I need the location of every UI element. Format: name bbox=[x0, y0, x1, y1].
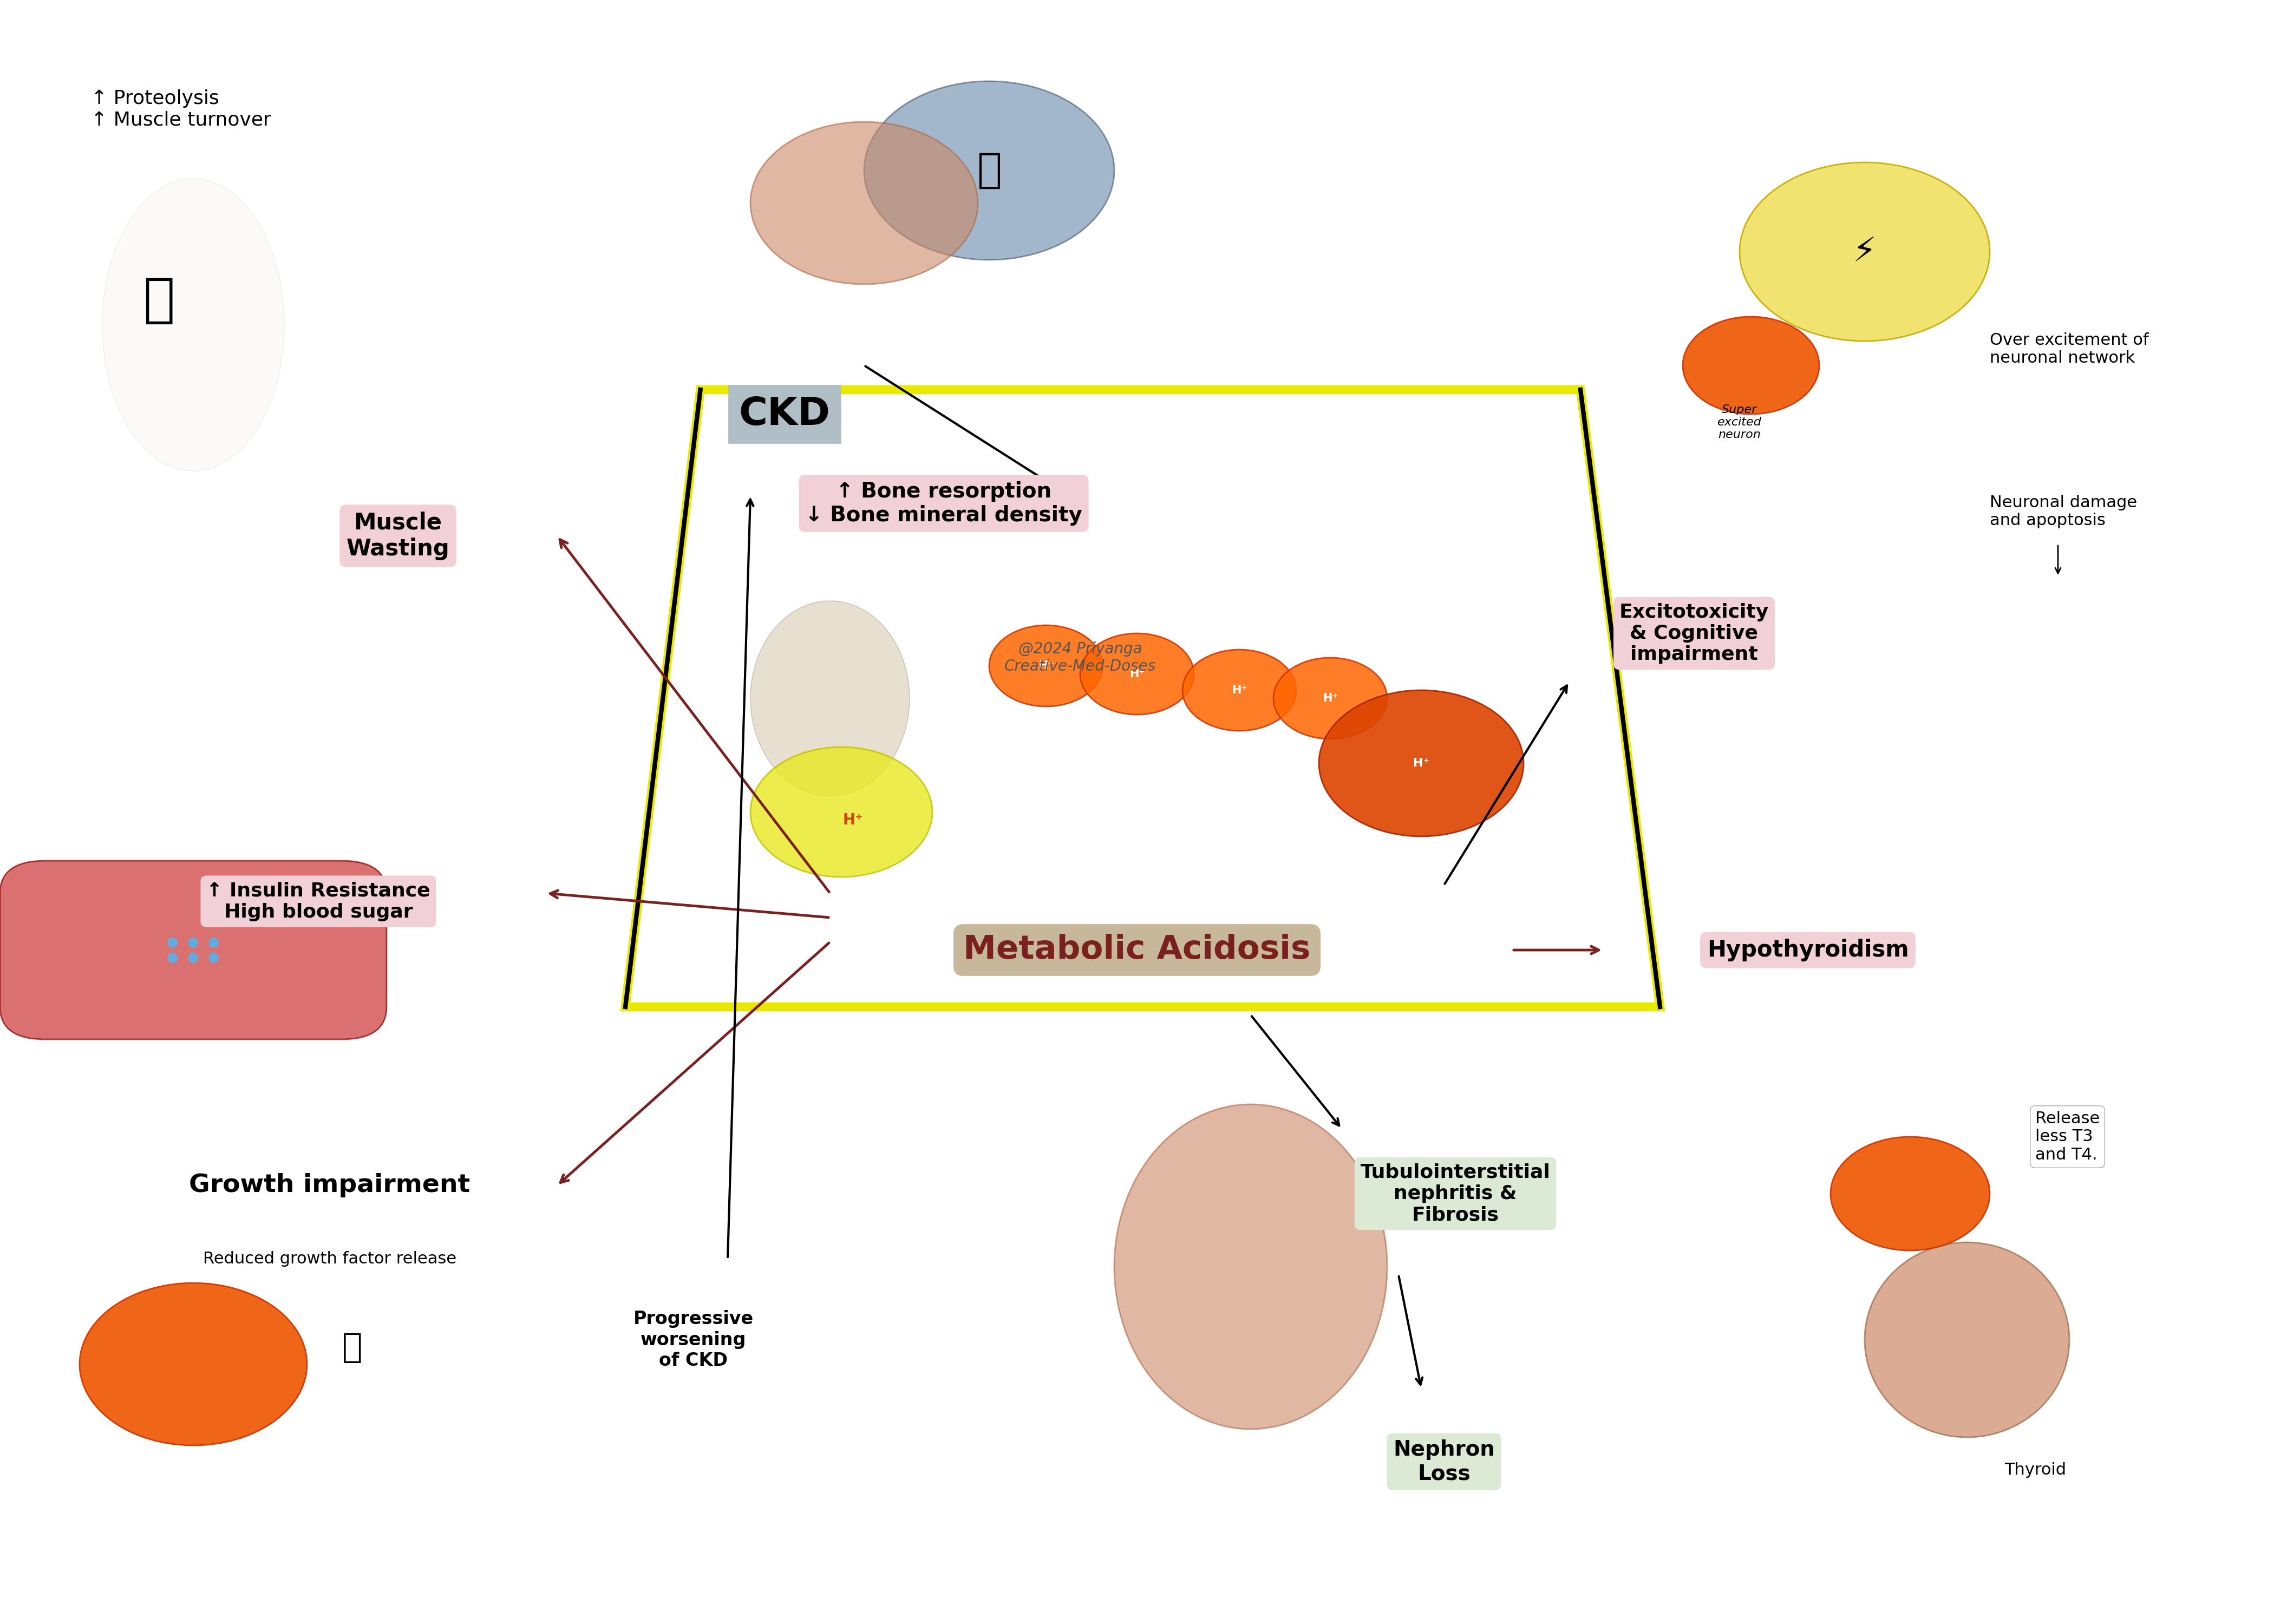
Text: ⚡: ⚡ bbox=[1853, 235, 1876, 268]
Text: ●  ●  ●
●  ●  ●: ● ● ● ● ● ● bbox=[166, 935, 221, 965]
Text: Release
less T3
and T4.: Release less T3 and T4. bbox=[2035, 1111, 2099, 1163]
Circle shape bbox=[989, 625, 1103, 706]
Circle shape bbox=[1740, 162, 1990, 341]
FancyBboxPatch shape bbox=[0, 861, 387, 1039]
Text: Thyroid: Thyroid bbox=[2003, 1462, 2067, 1478]
Circle shape bbox=[1319, 690, 1524, 836]
Text: 🧒: 🧒 bbox=[343, 1332, 362, 1364]
Text: Over excitement of
neuronal network: Over excitement of neuronal network bbox=[1990, 333, 2149, 365]
Ellipse shape bbox=[1865, 1242, 2069, 1437]
Text: Muscle
Wasting: Muscle Wasting bbox=[346, 512, 450, 560]
Text: H⁺: H⁺ bbox=[1412, 758, 1430, 768]
Ellipse shape bbox=[1114, 1104, 1387, 1429]
Text: CKD: CKD bbox=[739, 396, 830, 434]
Circle shape bbox=[1831, 1137, 1990, 1250]
Text: H⁺: H⁺ bbox=[1323, 693, 1337, 703]
Text: Tubulointerstitial
nephritis &
Fibrosis: Tubulointerstitial nephritis & Fibrosis bbox=[1360, 1163, 1551, 1224]
Text: H⁺: H⁺ bbox=[844, 812, 862, 828]
Circle shape bbox=[1182, 650, 1296, 731]
Circle shape bbox=[1080, 633, 1194, 715]
Text: ↑ Proteolysis
↑ Muscle turnover: ↑ Proteolysis ↑ Muscle turnover bbox=[91, 89, 271, 128]
Text: ↑ Bone resorption
↓ Bone mineral density: ↑ Bone resorption ↓ Bone mineral density bbox=[805, 481, 1082, 526]
Text: Excitotoxicity
& Cognitive
impairment: Excitotoxicity & Cognitive impairment bbox=[1619, 603, 1769, 664]
Text: Super
excited
neuron: Super excited neuron bbox=[1717, 404, 1762, 440]
Text: H⁺: H⁺ bbox=[1233, 685, 1246, 695]
Text: Progressive
worsening
of CKD: Progressive worsening of CKD bbox=[634, 1311, 753, 1369]
Ellipse shape bbox=[750, 122, 978, 284]
Text: Nephron
Loss: Nephron Loss bbox=[1394, 1439, 1494, 1484]
Ellipse shape bbox=[750, 601, 910, 796]
Text: Hypothyroidism: Hypothyroidism bbox=[1708, 939, 1908, 961]
Text: Neuronal damage
and apoptosis: Neuronal damage and apoptosis bbox=[1990, 495, 2138, 528]
Text: 🏋️: 🏋️ bbox=[143, 274, 175, 325]
Text: Growth impairment: Growth impairment bbox=[189, 1173, 471, 1199]
Text: @2024 Priyanga
Creative-Med-Doses: @2024 Priyanga Creative-Med-Doses bbox=[1005, 641, 1155, 674]
Ellipse shape bbox=[864, 81, 1114, 260]
Ellipse shape bbox=[102, 179, 284, 471]
Circle shape bbox=[1683, 317, 1819, 414]
Text: H⁻: H⁻ bbox=[1039, 661, 1053, 671]
Text: 🦠: 🦠 bbox=[978, 151, 1001, 190]
Text: Metabolic Acidosis: Metabolic Acidosis bbox=[964, 934, 1310, 966]
Text: H⁺: H⁺ bbox=[1130, 669, 1144, 679]
Text: Reduced growth factor release: Reduced growth factor release bbox=[202, 1250, 457, 1267]
Ellipse shape bbox=[750, 747, 932, 877]
Circle shape bbox=[1273, 658, 1387, 739]
Text: ↑ Insulin Resistance
High blood sugar: ↑ Insulin Resistance High blood sugar bbox=[207, 882, 430, 921]
Circle shape bbox=[80, 1283, 307, 1445]
